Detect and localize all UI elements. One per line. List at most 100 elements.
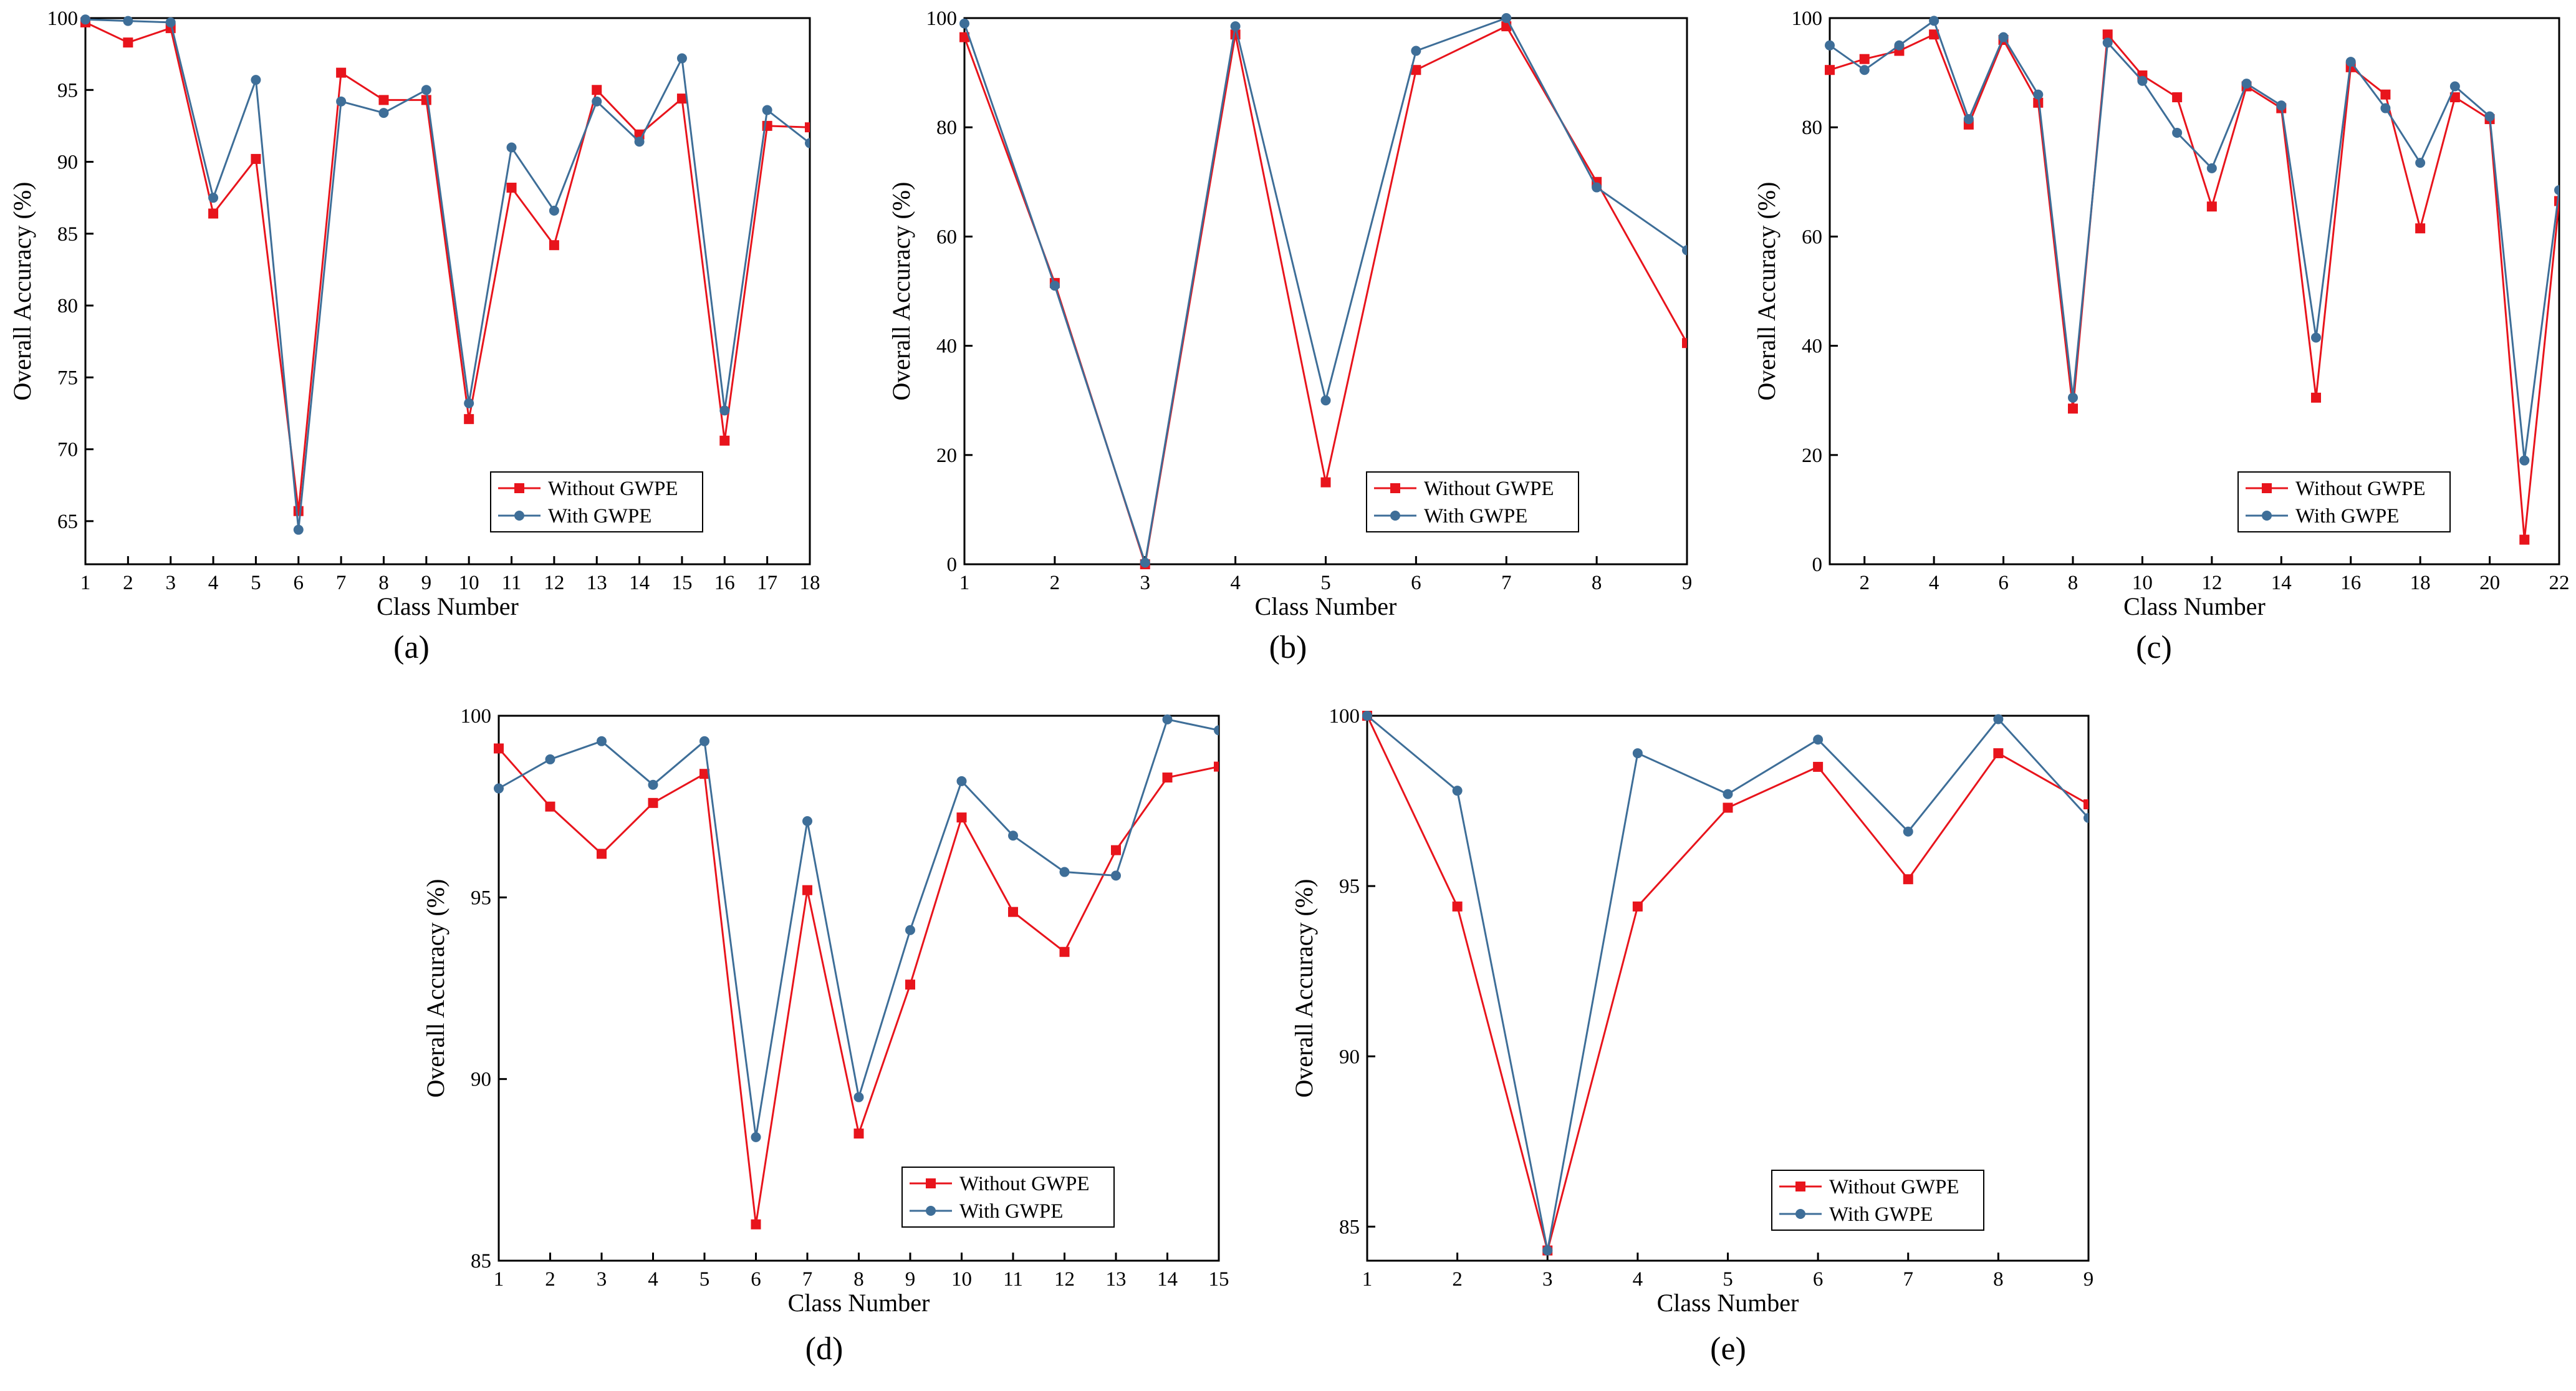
x-tick-label: 18: [800, 572, 820, 594]
marker-circle: [336, 96, 347, 107]
marker-circle: [597, 736, 607, 746]
y-tick-label: 90: [471, 1069, 491, 1091]
legend-label-with: With GWPE: [1829, 1203, 1933, 1226]
x-tick-label: 7: [802, 1268, 813, 1291]
x-tick-label: 9: [1682, 572, 1693, 594]
x-tick-label: 2: [545, 1268, 555, 1291]
marker-square: [336, 67, 347, 78]
y-tick-label: 100: [47, 7, 79, 30]
x-tick-label: 12: [1054, 1268, 1075, 1291]
marker-circle: [2380, 103, 2391, 113]
x-tick-label: 11: [1003, 1268, 1023, 1291]
x-tick-label: 4: [1929, 572, 1939, 594]
y-tick-label: 70: [57, 439, 78, 461]
marker-square: [494, 743, 504, 754]
x-tick-label: 20: [2479, 572, 2500, 594]
marker-circle: [1998, 32, 2009, 42]
series-line-without: [85, 21, 810, 513]
marker-circle: [1214, 725, 1219, 736]
marker-circle: [1929, 16, 1939, 26]
legend: Without GWPE With GWPE: [2237, 471, 2451, 532]
marker-circle: [1963, 114, 1974, 125]
marker-circle: [2519, 455, 2530, 466]
marker-square: [1825, 65, 1835, 75]
y-tick-label: 85: [57, 223, 78, 246]
y-tick-label: 90: [1339, 1046, 1360, 1068]
x-tick-label: 6: [751, 1268, 761, 1291]
marker-circle: [2033, 89, 2044, 100]
marker-square: [2033, 97, 2044, 108]
x-tick-label: 5: [1723, 1268, 1733, 1291]
x-tick-label: 6: [1998, 572, 2009, 594]
x-tick-label: 10: [2132, 572, 2153, 594]
series-group: [1825, 16, 2559, 545]
marker-square: [1813, 761, 1824, 772]
plot-frame: [1829, 17, 2560, 566]
marker-square: [1903, 874, 1913, 885]
x-tick-label: 5: [251, 572, 261, 594]
x-tick-label: 18: [2410, 572, 2431, 594]
marker-circle: [1723, 789, 1733, 799]
marker-circle: [1993, 714, 2004, 724]
x-tick-label: 12: [2201, 572, 2222, 594]
y-tick-label: 95: [57, 79, 78, 102]
legend-marker-circle: [514, 511, 524, 521]
legend-marker-square: [1795, 1182, 1805, 1191]
x-tick-label: 8: [853, 1268, 864, 1291]
marker-circle: [676, 53, 687, 64]
marker-circle: [1813, 734, 1824, 745]
x-tick-label: 15: [671, 572, 692, 594]
marker-circle: [1111, 870, 1121, 881]
x-tick-label: 14: [1157, 1268, 1178, 1291]
x-tick-label: 4: [208, 572, 219, 594]
marker-circle: [2415, 158, 2426, 168]
legend-label-with: With GWPE: [959, 1200, 1063, 1223]
marker-square: [2415, 223, 2426, 234]
y-tick-label: 100: [926, 7, 958, 30]
marker-circle: [1230, 21, 1241, 32]
series-group: [1362, 711, 2088, 1256]
marker-square: [1214, 761, 1219, 772]
caption: (a): [393, 630, 430, 665]
y-axis-title: Overall Accuracy (%): [887, 182, 915, 401]
marker-circle: [251, 75, 261, 85]
marker-circle: [1411, 46, 1421, 56]
marker-square: [2083, 799, 2088, 810]
marker-circle: [165, 17, 176, 27]
marker-square: [853, 1129, 864, 1139]
marker-circle: [1592, 182, 1602, 193]
marker-circle: [905, 925, 915, 935]
marker-circle: [2276, 100, 2287, 111]
marker-square: [464, 414, 474, 425]
marker-square: [592, 85, 602, 95]
x-tick-label: 10: [951, 1268, 972, 1291]
series-group: [80, 14, 810, 535]
marker-circle: [2137, 75, 2148, 86]
y-tick-label: 95: [1339, 875, 1360, 898]
marker-circle: [2311, 332, 2321, 343]
x-tick-label: 16: [714, 572, 735, 594]
legend-box: [901, 1167, 1115, 1228]
marker-square: [293, 506, 304, 516]
legend-box: [1366, 471, 1579, 532]
legend-label-with: With GWPE: [548, 505, 651, 527]
x-tick-label: 3: [597, 1268, 607, 1291]
y-axis-title: Overall Accuracy (%): [1752, 182, 1781, 401]
marker-square: [1859, 54, 1870, 64]
marker-square: [1452, 901, 1463, 912]
marker-circle: [1825, 40, 1835, 51]
marker-circle: [1008, 830, 1018, 841]
y-tick-label: 60: [936, 226, 957, 248]
marker-circle: [634, 137, 645, 147]
legend-marker-circle: [2262, 511, 2272, 521]
y-tick-label: 60: [1802, 226, 1822, 248]
x-tick-label: 8: [378, 572, 389, 594]
x-tick-label: 6: [1411, 572, 1421, 594]
y-tick-label: 85: [1339, 1216, 1360, 1238]
y-tick-label: 40: [936, 335, 957, 358]
marker-square: [2380, 89, 2391, 100]
legend-marker-square: [514, 483, 524, 493]
x-tick-label: 2: [1452, 1268, 1463, 1291]
legend-marker-square: [1390, 483, 1400, 493]
x-tick-label: 2: [1050, 572, 1060, 594]
